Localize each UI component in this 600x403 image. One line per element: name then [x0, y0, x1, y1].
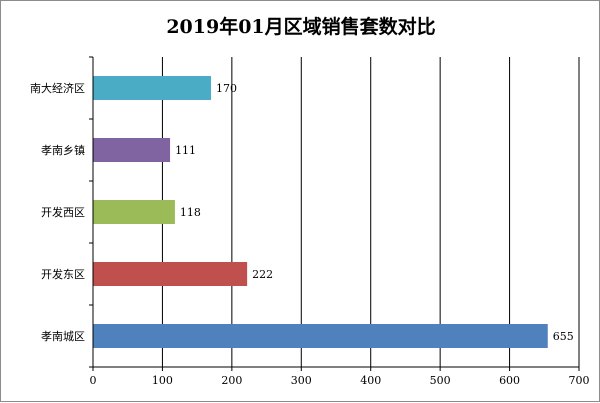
x-tick-label: 300 — [291, 374, 312, 387]
bar-1 — [93, 76, 212, 100]
bars — [93, 76, 548, 348]
bar-5 — [93, 324, 548, 348]
x-tick-label: 400 — [360, 374, 381, 387]
gridlines — [161, 57, 580, 367]
chart-title: 2019年01月区域销售套数对比 — [166, 16, 436, 38]
category-label: 南大经济区 — [30, 81, 85, 95]
labels: 0 100 200 300 400 500 600 700 南大经济区 170 孝南乡镇 111 开发西… — [30, 81, 590, 387]
x-tick-label: 700 — [569, 374, 590, 387]
data-label: 170 — [216, 82, 237, 95]
x-tick-label: 100 — [152, 374, 173, 387]
bar-3 — [93, 200, 175, 224]
category-label: 孝南乡镇 — [41, 143, 85, 157]
category-label: 开发西区 — [41, 205, 85, 219]
axes — [89, 56, 580, 371]
x-tick-label: 200 — [221, 374, 242, 387]
bar-4 — [93, 262, 248, 286]
bar-2 — [93, 138, 171, 162]
x-tick-label: 0 — [90, 374, 97, 387]
x-tick-label: 500 — [430, 374, 451, 387]
x-tick-label: 600 — [499, 374, 520, 387]
data-label: 222 — [252, 268, 273, 281]
data-label: 111 — [175, 144, 196, 157]
category-label: 开发东区 — [41, 267, 85, 281]
data-label: 655 — [553, 330, 574, 343]
data-label: 118 — [180, 206, 201, 219]
category-label: 孝南城区 — [41, 330, 85, 343]
